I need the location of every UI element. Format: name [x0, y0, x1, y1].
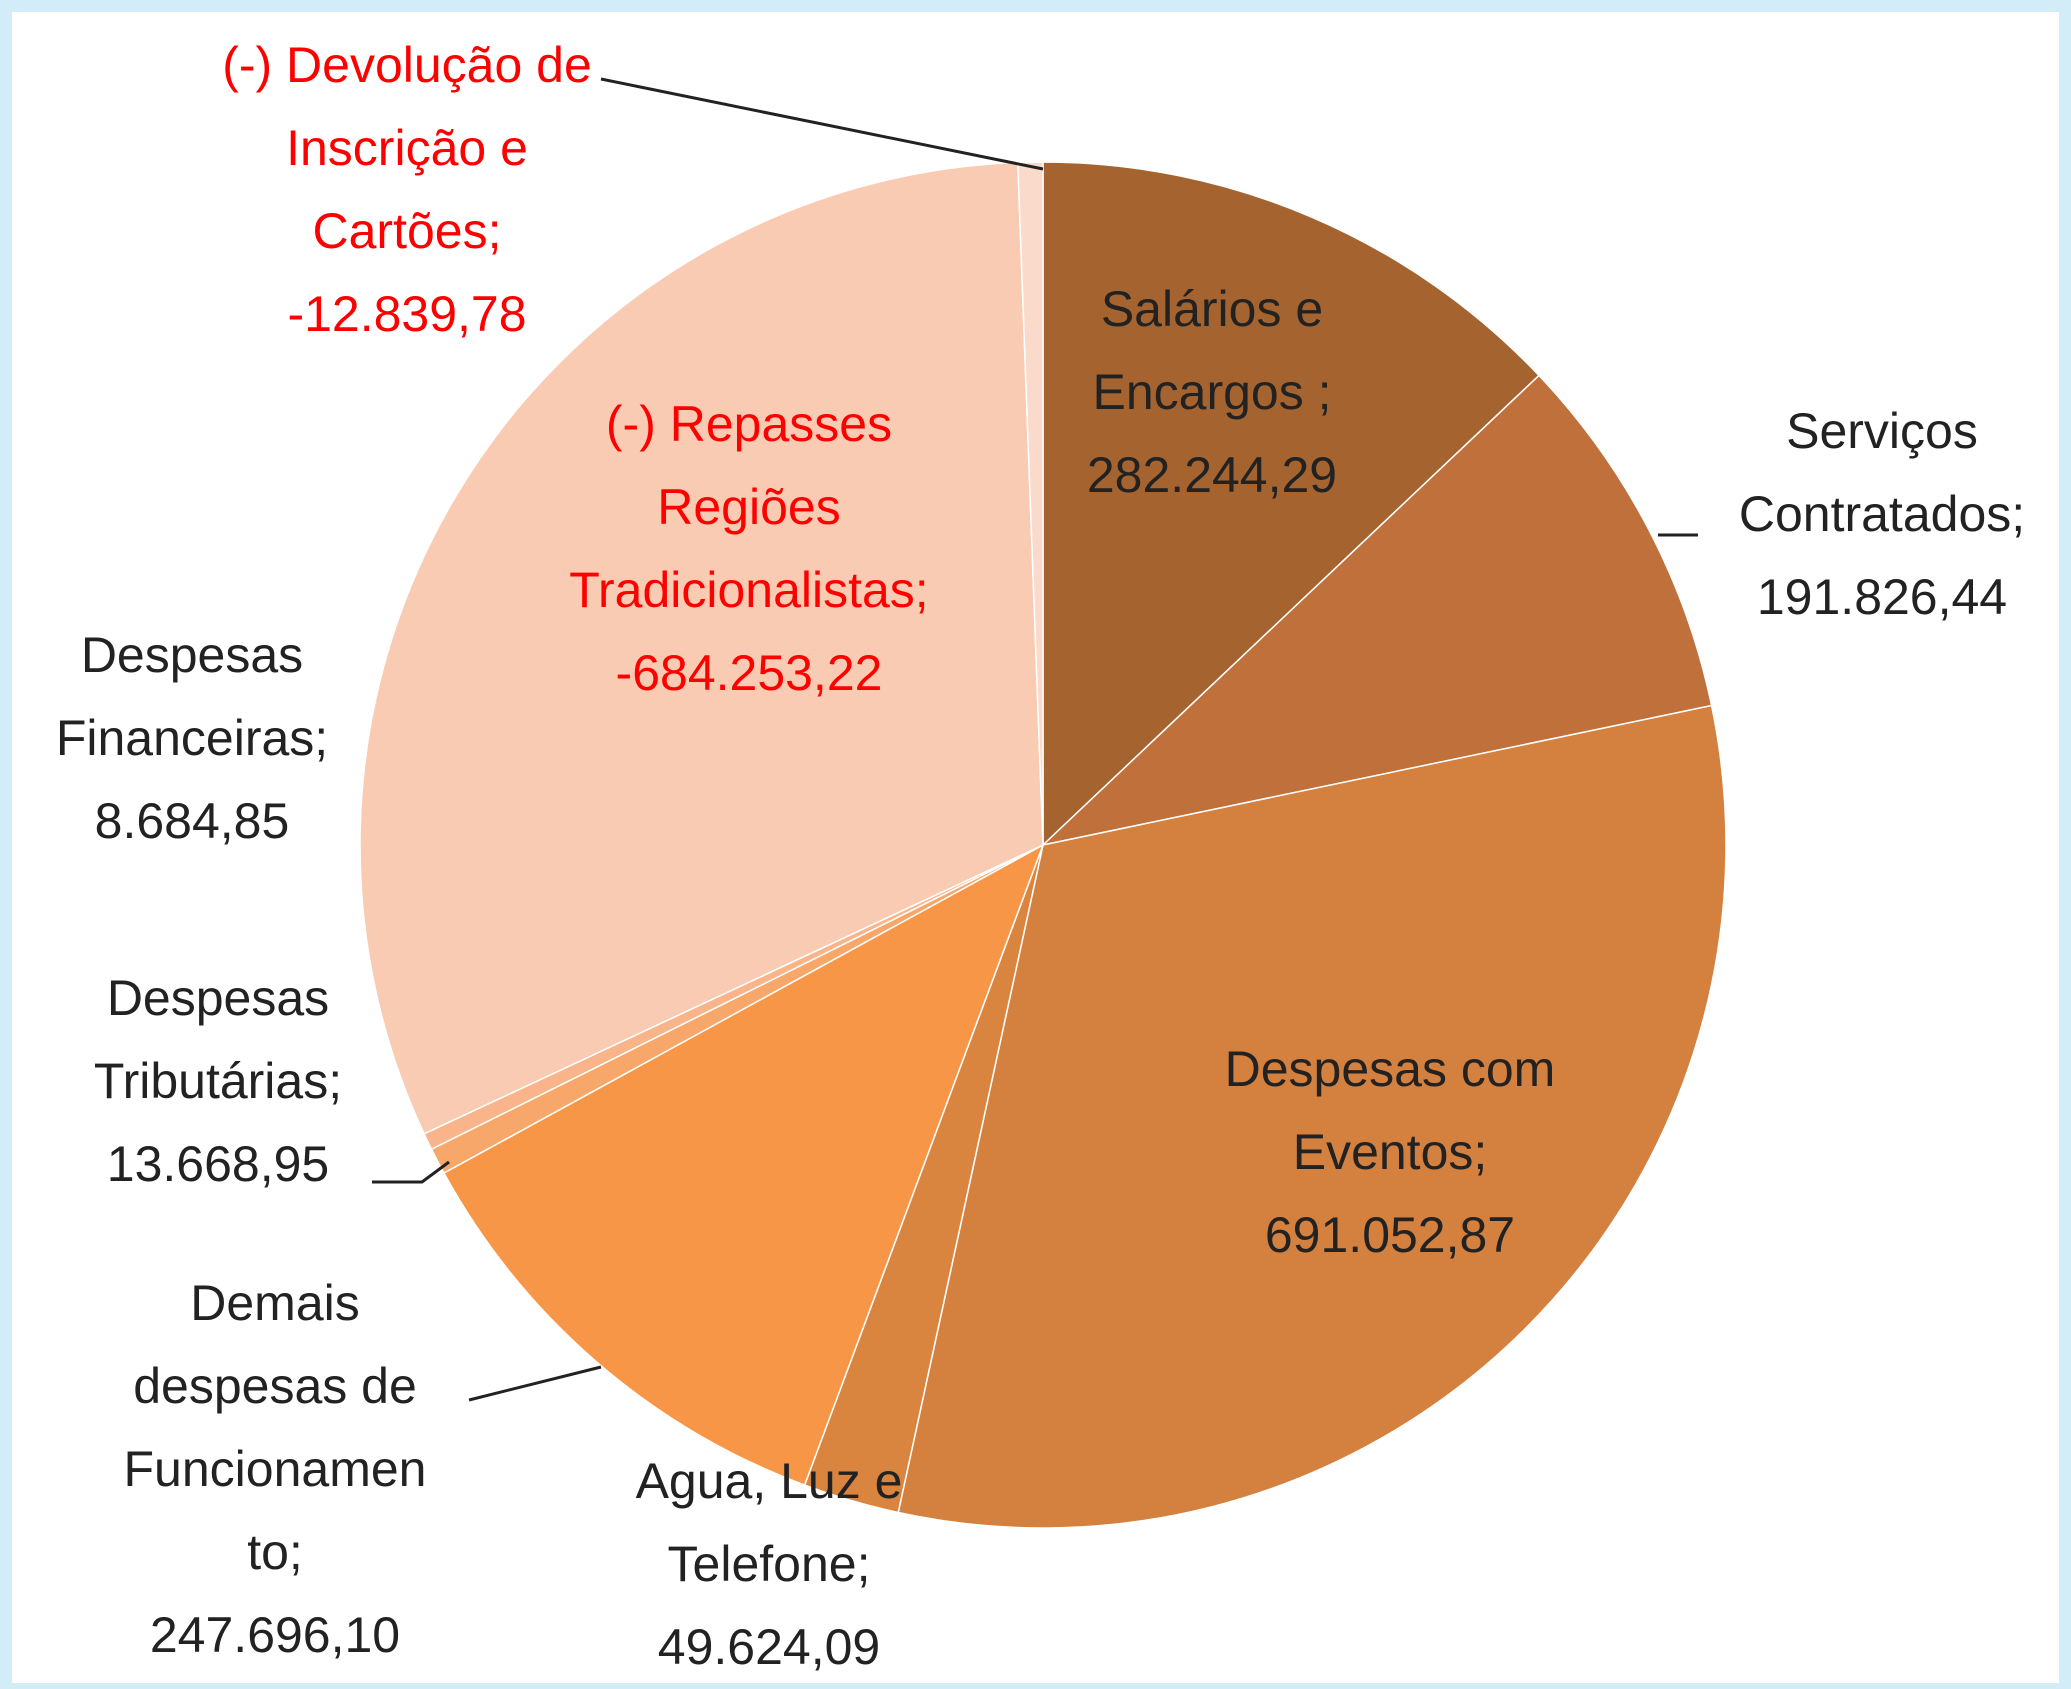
data-label: Salários e Encargos ; 282.244,29	[1062, 268, 1362, 517]
pie-slice	[442, 843, 1045, 1487]
label-value: -12.839,78	[287, 286, 527, 342]
data-label: (-) Devolução de Inscrição e Cartões; -12…	[217, 24, 597, 356]
label-value: 191.826,44	[1756, 569, 2008, 625]
pie-slice	[1040, 374, 1713, 847]
label-category: (-) Repasses Regiões Tradicionalistas;	[569, 396, 929, 618]
label-value: 49.624,09	[657, 1619, 881, 1675]
label-value: 13.668,95	[106, 1136, 330, 1192]
data-label: Despesas Financeiras; 8.684,85	[17, 614, 367, 863]
data-label: (-) Repasses Regiões Tradicionalistas; -6…	[559, 383, 939, 715]
label-value: 247.696,10	[149, 1607, 401, 1663]
label-category: Agua, Luz e Telefone;	[635, 1453, 903, 1592]
label-category: (-) Devolução de Inscrição e Cartões;	[222, 37, 592, 259]
label-value: -684.253,22	[615, 645, 883, 701]
label-category: Salários e Encargos ;	[1092, 281, 1332, 420]
label-category: Despesas com Eventos;	[1224, 1041, 1556, 1180]
label-value: 691.052,87	[1264, 1207, 1516, 1263]
leader-line	[600, 77, 1044, 171]
label-value: 282.244,29	[1086, 447, 1338, 503]
label-category: Despesas Financeiras;	[55, 627, 329, 766]
label-category: Demais despesas de Funcionamento;	[123, 1275, 427, 1580]
data-label: Demais despesas de Funcionamento; 247.696…	[120, 1262, 430, 1677]
label-category: Serviços Contratados;	[1738, 403, 2026, 542]
data-label: Despesas com Eventos; 691.052,87	[1215, 1028, 1565, 1277]
data-label: Despesas Tributárias; 13.668,95	[53, 957, 383, 1206]
pie-slice	[897, 704, 1727, 1529]
leader-line	[468, 1365, 602, 1402]
label-category: Despesas Tributárias;	[93, 970, 343, 1109]
data-label: Agua, Luz e Telefone; 49.624,09	[619, 1440, 919, 1689]
pie-slice	[359, 161, 1044, 1135]
leader-line	[372, 1160, 450, 1184]
pie-slice	[1042, 161, 1541, 847]
data-label: Serviços Contratados; 191.826,44	[1712, 390, 2052, 639]
label-value: 8.684,85	[94, 793, 290, 849]
